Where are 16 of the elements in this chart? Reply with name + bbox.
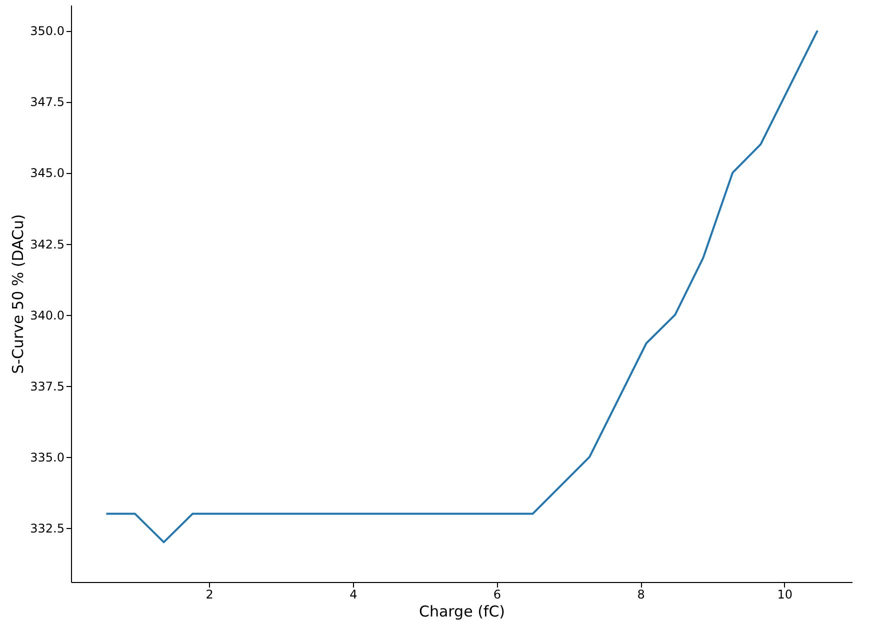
- x-tick-label: 2: [206, 588, 214, 602]
- line-series: [105, 30, 818, 544]
- y-tick-label: 337.5: [30, 379, 64, 394]
- y-tick-label: 335.0: [30, 450, 64, 464]
- x-tick-label: 6: [493, 588, 502, 602]
- x-tick-label: 10: [777, 588, 793, 602]
- y-tick-label: 345.0: [30, 166, 64, 180]
- y-axis-title: S-Curve 50 % (DACu): [9, 214, 28, 374]
- x-axis-title: Charge (fC): [418, 602, 506, 620]
- x-tick-label: 8: [637, 588, 645, 602]
- x-tick-label: 4: [350, 588, 358, 602]
- y-tick-label: 347.5: [30, 95, 64, 110]
- y-tick-label: 332.5: [30, 521, 64, 536]
- y-tick-label: 340.0: [30, 308, 64, 322]
- y-tick-label: 342.5: [30, 237, 64, 252]
- y-tick-label: 350.0: [30, 24, 64, 38]
